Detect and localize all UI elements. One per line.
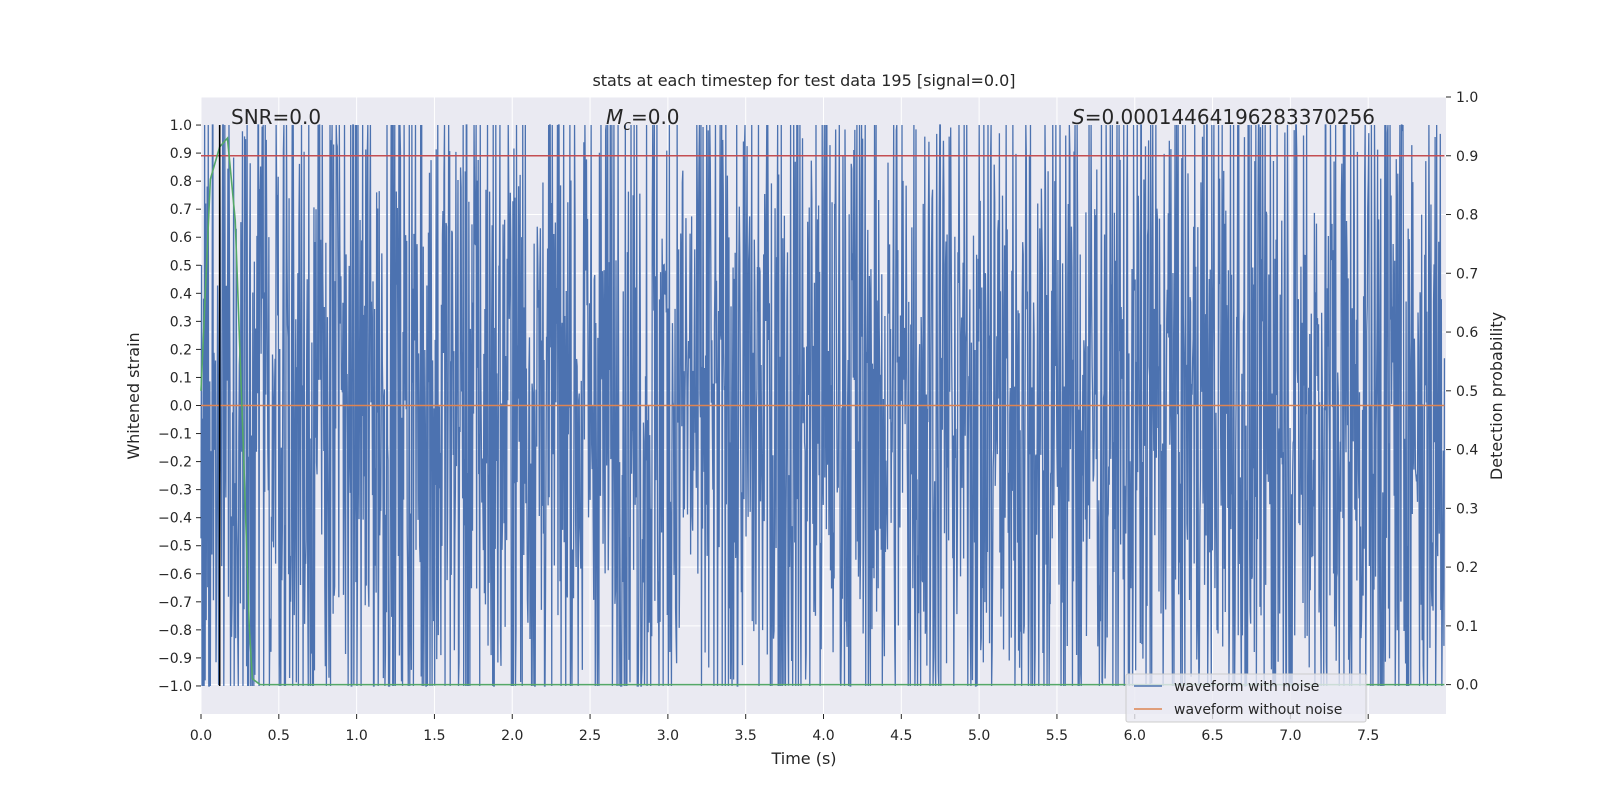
plot-area: 0.0 0.5 1.0 1.5 2.0 2.5 3.0 3.5 4.0 4.5 5.0 5.5 6.0 6… (158, 90, 1478, 744)
y-tick-label-8: −0.2 (158, 455, 192, 471)
y-tick-label-15: 0.5 (170, 258, 192, 274)
x-tick-label-7: 3.5 (735, 728, 757, 744)
legend-label-noise: waveform with noise (1174, 679, 1319, 695)
y-tick-label-1: −0.9 (158, 651, 192, 667)
x-tick-label-8: 4.0 (812, 728, 834, 744)
chirp-mass-symbol: M (606, 105, 623, 129)
x-tick-label-2: 1.0 (345, 728, 367, 744)
legend-box (1125, 673, 1367, 723)
chirp-mass-annotation: Mc=0.0 (606, 105, 680, 134)
y-tick-label-13: 0.3 (170, 314, 192, 330)
y-tick-label-20: 1.0 (170, 118, 192, 134)
y-tick-label-11: 0.1 (170, 370, 192, 386)
x-tick-label-5: 2.5 (579, 728, 601, 744)
x-tick-label-14: 7.0 (1279, 728, 1301, 744)
y-tick-label-2: −0.8 (158, 623, 192, 639)
y-tick-label-17: 0.7 (170, 202, 192, 218)
y-tick-label-18: 0.8 (170, 174, 192, 190)
y2-tick-label-3: 0.3 (1456, 501, 1478, 517)
x-tick-label-15: 7.5 (1357, 728, 1379, 744)
x-tick-label-4: 2.0 (501, 728, 523, 744)
y-tick-label-10: 0.0 (170, 399, 192, 415)
y2-tick-label-5: 0.5 (1456, 384, 1478, 400)
score-annotation: S=0.00014464196283370256 (1072, 105, 1375, 129)
series-waveform-with-noise (200, 124, 1446, 687)
y2-tick-label-10: 1.0 (1456, 90, 1478, 106)
y2-tick-label-9: 0.9 (1456, 149, 1478, 165)
score-value: =0.00014464196283370256 (1085, 105, 1375, 129)
y-tick-label-6: −0.4 (158, 511, 192, 527)
y2-tick-label-6: 0.6 (1456, 325, 1478, 341)
x-tick-label-13: 6.5 (1201, 728, 1223, 744)
y-tick-label-16: 0.6 (170, 230, 192, 246)
x-tick-label-10: 5.0 (968, 728, 990, 744)
y-tick-label-19: 0.9 (170, 146, 192, 162)
y2-tick-label-7: 0.7 (1456, 266, 1478, 282)
snr-annotation: SNR=0.0 (231, 105, 321, 129)
legend: waveform with noise waveform without noi… (1125, 673, 1367, 723)
x-tick-label-11: 5.5 (1046, 728, 1068, 744)
x-tick-label-0: 0.0 (190, 728, 212, 744)
y-tick-label-4: −0.6 (158, 567, 192, 583)
x-axis-label: Time (s) (770, 749, 836, 768)
x-tick-label-12: 6.0 (1124, 728, 1146, 744)
legend-label-clean: waveform without noise (1174, 702, 1342, 718)
chirp-mass-subscript: c (623, 118, 631, 134)
y-tick-label-9: −0.1 (158, 427, 192, 443)
series-detection-probability (200, 136, 1445, 686)
x-tick-label-9: 4.5 (890, 728, 912, 744)
y2-tick-label-1: 0.1 (1456, 619, 1478, 635)
y2-tick-label-2: 0.2 (1456, 560, 1478, 576)
y2-axis-label: Detection probability (1487, 312, 1506, 480)
y-tick-label-0: −1.0 (158, 679, 192, 695)
y2-tick-label-0: 0.0 (1456, 678, 1478, 694)
y-tick-label-3: −0.7 (158, 595, 192, 611)
x-tick-label-6: 3.0 (657, 728, 679, 744)
y-tick-label-12: 0.2 (170, 342, 192, 358)
y2-tick-label-8: 0.8 (1456, 208, 1478, 224)
chart-title: stats at each timestep for test data 195… (592, 71, 1015, 90)
score-symbol: S (1072, 105, 1085, 129)
y-tick-label-14: 0.4 (170, 286, 192, 302)
x-tick-label-3: 1.5 (423, 728, 445, 744)
y2-tick-label-4: 0.4 (1456, 443, 1478, 459)
y-tick-label-5: −0.5 (158, 539, 192, 555)
chirp-mass-value: =0.0 (631, 105, 680, 129)
y-tick-label-7: −0.3 (158, 483, 192, 499)
x-tick-label-1: 0.5 (268, 728, 290, 744)
y-axis-label: Whitened strain (124, 332, 143, 459)
